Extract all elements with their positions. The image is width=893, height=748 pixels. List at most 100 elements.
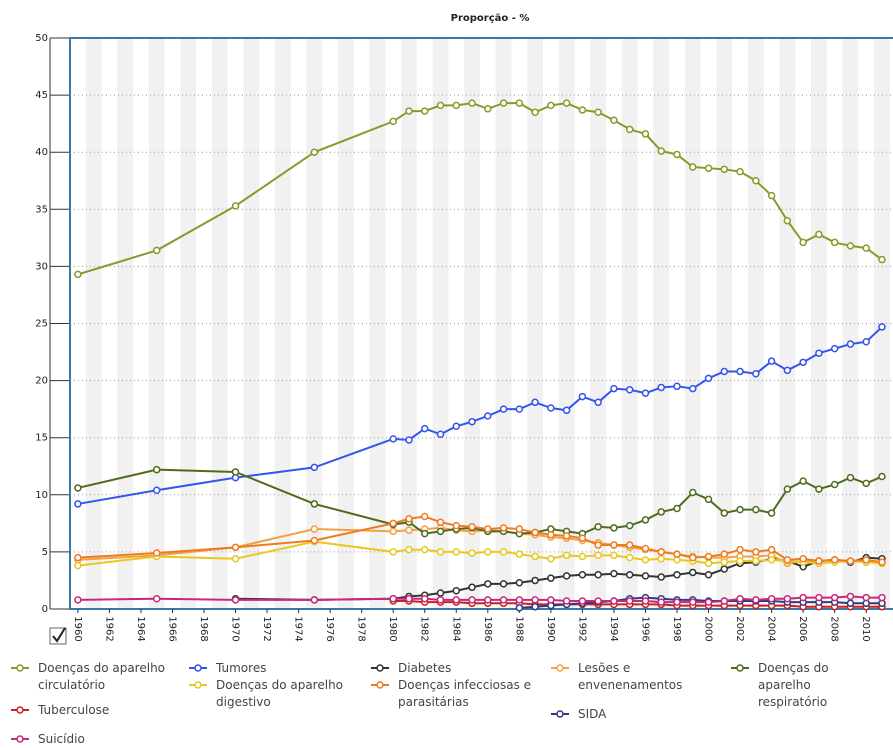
point bbox=[752, 548, 760, 556]
legend-item[interactable]: Doenças do aparelho respiratório bbox=[730, 660, 868, 711]
legend-item[interactable]: Lesões e envenenamentos bbox=[550, 660, 708, 694]
point bbox=[862, 556, 870, 564]
point bbox=[720, 509, 729, 517]
legend-icon bbox=[371, 681, 389, 689]
point bbox=[610, 116, 618, 124]
point bbox=[783, 556, 792, 564]
legend-item[interactable]: Diabetes bbox=[370, 660, 548, 677]
point bbox=[531, 552, 539, 561]
point bbox=[405, 436, 413, 444]
x-tick-label: 2010 bbox=[860, 616, 871, 641]
stripe bbox=[243, 38, 260, 609]
point bbox=[420, 512, 429, 521]
point bbox=[610, 524, 618, 532]
point bbox=[862, 479, 870, 488]
point bbox=[452, 521, 461, 530]
stripe bbox=[464, 38, 480, 609]
point bbox=[878, 255, 886, 264]
point bbox=[862, 593, 870, 602]
point bbox=[736, 545, 744, 554]
point bbox=[436, 518, 445, 526]
point bbox=[531, 602, 539, 611]
point bbox=[515, 604, 524, 612]
point bbox=[736, 505, 744, 514]
point bbox=[420, 529, 429, 538]
stripe bbox=[527, 38, 543, 609]
point bbox=[657, 383, 665, 392]
point bbox=[452, 101, 461, 110]
x-tick-label: 1990 bbox=[545, 616, 556, 641]
point bbox=[484, 525, 492, 533]
y-tick-label: 25 bbox=[35, 319, 48, 330]
series-line bbox=[235, 556, 883, 601]
stripe bbox=[432, 38, 449, 609]
point bbox=[389, 527, 397, 536]
point bbox=[452, 422, 461, 431]
point bbox=[815, 230, 823, 239]
x-tick-label: 1970 bbox=[230, 616, 241, 641]
point bbox=[436, 527, 445, 536]
point bbox=[815, 349, 823, 357]
point bbox=[799, 555, 807, 563]
legend-item[interactable]: Doenças do aparelho digestivo bbox=[188, 677, 356, 711]
chart-title: Proporção - % bbox=[451, 13, 530, 24]
point bbox=[499, 524, 508, 532]
point bbox=[547, 531, 555, 539]
legend-item[interactable]: Doenças do aparelho circulatório bbox=[10, 660, 188, 694]
point bbox=[74, 561, 82, 570]
point bbox=[673, 550, 681, 558]
legend-item[interactable]: Suicídio bbox=[10, 731, 188, 748]
point bbox=[531, 596, 539, 604]
checkbox[interactable] bbox=[49, 627, 67, 645]
y-tick-label: 10 bbox=[35, 490, 48, 501]
x-tick-label: 1982 bbox=[419, 616, 430, 641]
stripe bbox=[338, 38, 354, 609]
point bbox=[862, 338, 870, 346]
point bbox=[720, 550, 729, 558]
point bbox=[846, 473, 855, 482]
point bbox=[468, 523, 476, 531]
point bbox=[531, 108, 539, 116]
point bbox=[578, 597, 587, 605]
point bbox=[610, 551, 618, 560]
point bbox=[547, 555, 555, 563]
point bbox=[562, 551, 571, 560]
x-tick-label: 2004 bbox=[766, 616, 777, 641]
point bbox=[752, 369, 760, 378]
legend-label: Lesões e envenenamentos bbox=[578, 661, 683, 692]
point bbox=[720, 597, 729, 605]
x-tick-label: 2000 bbox=[703, 616, 714, 641]
point bbox=[436, 596, 445, 604]
point bbox=[704, 570, 713, 579]
point bbox=[657, 147, 665, 155]
point bbox=[468, 417, 476, 426]
point bbox=[610, 597, 618, 605]
point bbox=[673, 598, 681, 606]
point bbox=[468, 99, 476, 107]
point bbox=[862, 244, 870, 252]
y-tick-label: 50 bbox=[35, 33, 48, 44]
legend-label: Diabetes bbox=[398, 661, 452, 675]
point bbox=[594, 108, 602, 116]
point bbox=[625, 570, 634, 579]
point bbox=[420, 545, 429, 554]
x-tick-label: 2002 bbox=[734, 616, 745, 641]
point bbox=[830, 344, 839, 353]
point bbox=[641, 556, 650, 564]
legend-item[interactable]: Tumores bbox=[188, 660, 356, 677]
legend-item[interactable]: Doenças infecciosas e parasitárias bbox=[370, 677, 548, 711]
legend-item[interactable]: Tuberculose bbox=[10, 702, 188, 719]
legend-label: Doenças do aparelho digestivo bbox=[216, 678, 344, 709]
point bbox=[152, 486, 161, 494]
point bbox=[783, 594, 792, 603]
point bbox=[815, 557, 823, 565]
point bbox=[578, 570, 587, 579]
x-tick-label: 1988 bbox=[513, 616, 524, 641]
point bbox=[736, 167, 744, 176]
legend-item[interactable]: SIDA bbox=[550, 706, 708, 723]
legend-icon bbox=[11, 735, 29, 743]
legend-label: Tuberculose bbox=[38, 703, 110, 717]
point bbox=[594, 398, 602, 407]
point bbox=[405, 526, 413, 534]
point bbox=[74, 484, 82, 492]
